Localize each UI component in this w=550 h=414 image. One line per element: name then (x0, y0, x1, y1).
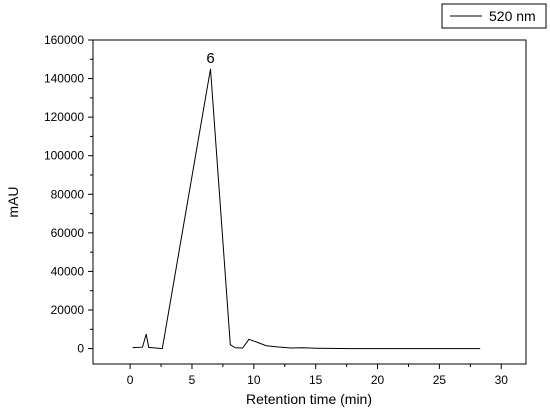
x-tick-label: 30 (495, 373, 509, 387)
legend-entry-label: 520 nm (489, 8, 536, 24)
y-tick-label: 60000 (51, 226, 85, 240)
legend: 520 nm (441, 3, 547, 29)
y-tick-label: 40000 (51, 264, 85, 278)
y-axis-ticks: 0 20000 40000 60000 80000 100000 120000 140000 1… (44, 33, 93, 356)
y-tick-label: 120000 (44, 110, 84, 124)
x-axis-ticks: 0 5 10 15 20 25 30 (127, 364, 508, 387)
x-tick-label: 15 (309, 373, 323, 387)
y-tick-label: 20000 (51, 303, 85, 317)
series-line-520nm (132, 68, 481, 350)
x-tick-label: 20 (371, 373, 385, 387)
y-tick-label: 80000 (51, 187, 85, 201)
plot-frame (92, 39, 527, 365)
x-tick-label: 5 (189, 373, 196, 387)
y-axis-label: mAU (5, 186, 21, 217)
x-tick-label: 25 (433, 373, 447, 387)
x-tick-label: 10 (247, 373, 261, 387)
y-tick-label: 0 (77, 342, 84, 356)
x-tick-label: 0 (127, 373, 134, 387)
x-axis-label: Retention time (min) (246, 391, 372, 407)
y-tick-label: 140000 (44, 72, 84, 86)
peak-annotation: 6 (206, 50, 214, 67)
y-tick-label: 100000 (44, 149, 84, 163)
y-tick-label: 160000 (44, 33, 84, 47)
